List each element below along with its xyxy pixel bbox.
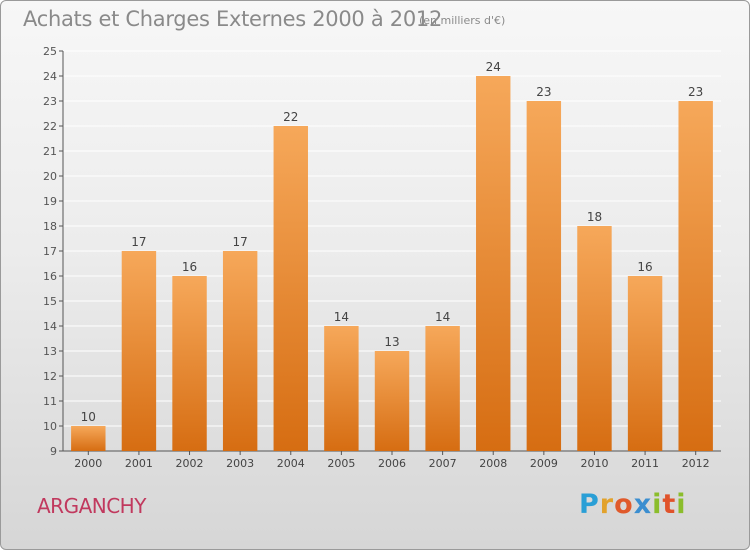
x-tick-label: 2005 xyxy=(327,457,355,470)
chart-title: Achats et Charges Externes 2000 à 2012 xyxy=(23,7,443,31)
brand-logo: Proxiti xyxy=(579,489,687,520)
bar-2006 xyxy=(374,351,410,451)
data-label: 10 xyxy=(81,410,96,424)
data-label: 17 xyxy=(233,235,248,249)
x-tick-label: 2009 xyxy=(530,457,558,470)
data-label: 22 xyxy=(283,110,298,124)
bars xyxy=(71,76,713,451)
y-tick-label: 16 xyxy=(43,270,57,283)
bar-2008 xyxy=(476,76,511,451)
data-label: 17 xyxy=(131,235,146,249)
x-tick-label: 2008 xyxy=(479,457,507,470)
data-label: 18 xyxy=(587,210,602,224)
y-tick-label: 22 xyxy=(43,120,57,133)
y-tick-label: 25 xyxy=(43,45,57,58)
x-tick-label: 2006 xyxy=(378,457,406,470)
brand-logo-letter: P xyxy=(579,489,600,520)
x-tick-label: 2004 xyxy=(277,457,305,470)
y-tick-label: 11 xyxy=(43,395,57,408)
y-tick-label: 23 xyxy=(43,95,57,108)
brand-logo-letter: t xyxy=(662,489,677,520)
data-label: 23 xyxy=(536,85,551,99)
brand-logo-letter: o xyxy=(614,489,634,520)
x-tick-label: 2002 xyxy=(176,457,204,470)
brand-logo-letter: x xyxy=(633,489,653,520)
brand-logo-letter: i xyxy=(676,489,687,520)
y-tick-label: 12 xyxy=(43,370,57,383)
y-tick-label: 9 xyxy=(50,445,57,458)
data-label: 24 xyxy=(486,60,501,74)
x-tick-label: 2003 xyxy=(226,457,254,470)
bar-2009 xyxy=(526,101,562,451)
bar-2004 xyxy=(273,126,308,451)
bar-2012 xyxy=(678,101,713,451)
x-tick-label: 2012 xyxy=(682,457,710,470)
commune-name: ARGANCHY xyxy=(37,494,146,518)
bar-2007 xyxy=(425,326,460,451)
data-label: 16 xyxy=(637,260,652,274)
y-tick-label: 13 xyxy=(43,345,57,358)
brand-logo-letter: r xyxy=(599,489,615,520)
y-tick-label: 21 xyxy=(43,145,57,158)
x-tick-label: 2011 xyxy=(631,457,659,470)
bar-2001 xyxy=(121,251,157,451)
y-tick-label: 18 xyxy=(43,220,57,233)
y-tick-label: 17 xyxy=(43,245,57,258)
bar-2010 xyxy=(577,226,612,451)
brand-logo-letter: i xyxy=(652,489,663,520)
y-tick-label: 15 xyxy=(43,295,57,308)
data-label: 23 xyxy=(688,85,703,99)
data-labels: 10 17 16 17 22 14 13 14 24 23 18 16 23 xyxy=(81,60,704,424)
bar-2003 xyxy=(222,251,258,451)
bar-2000 xyxy=(71,426,106,451)
chart-subtitle: (en milliers d'€) xyxy=(419,14,506,27)
y-tick-label: 20 xyxy=(43,170,57,183)
x-tick-label: 2007 xyxy=(429,457,457,470)
axes: 9 10 11 12 13 14 15 16 17 18 19 20 21 22 23 24 25 2000 200… xyxy=(43,45,721,470)
y-tick-label: 14 xyxy=(43,320,57,333)
data-label: 13 xyxy=(384,335,399,349)
bar-2011 xyxy=(627,276,663,451)
x-tick-label: 2010 xyxy=(580,457,608,470)
y-tick-label: 24 xyxy=(43,70,57,83)
data-label: 16 xyxy=(182,260,197,274)
data-label: 14 xyxy=(435,310,450,324)
y-tick-label: 10 xyxy=(43,420,57,433)
x-tick-label: 2000 xyxy=(74,457,102,470)
bar-2002 xyxy=(172,276,207,451)
x-tick-label: 2001 xyxy=(125,457,153,470)
data-label: 14 xyxy=(334,310,349,324)
y-tick-label: 19 xyxy=(43,195,57,208)
bar-2005 xyxy=(324,326,359,451)
